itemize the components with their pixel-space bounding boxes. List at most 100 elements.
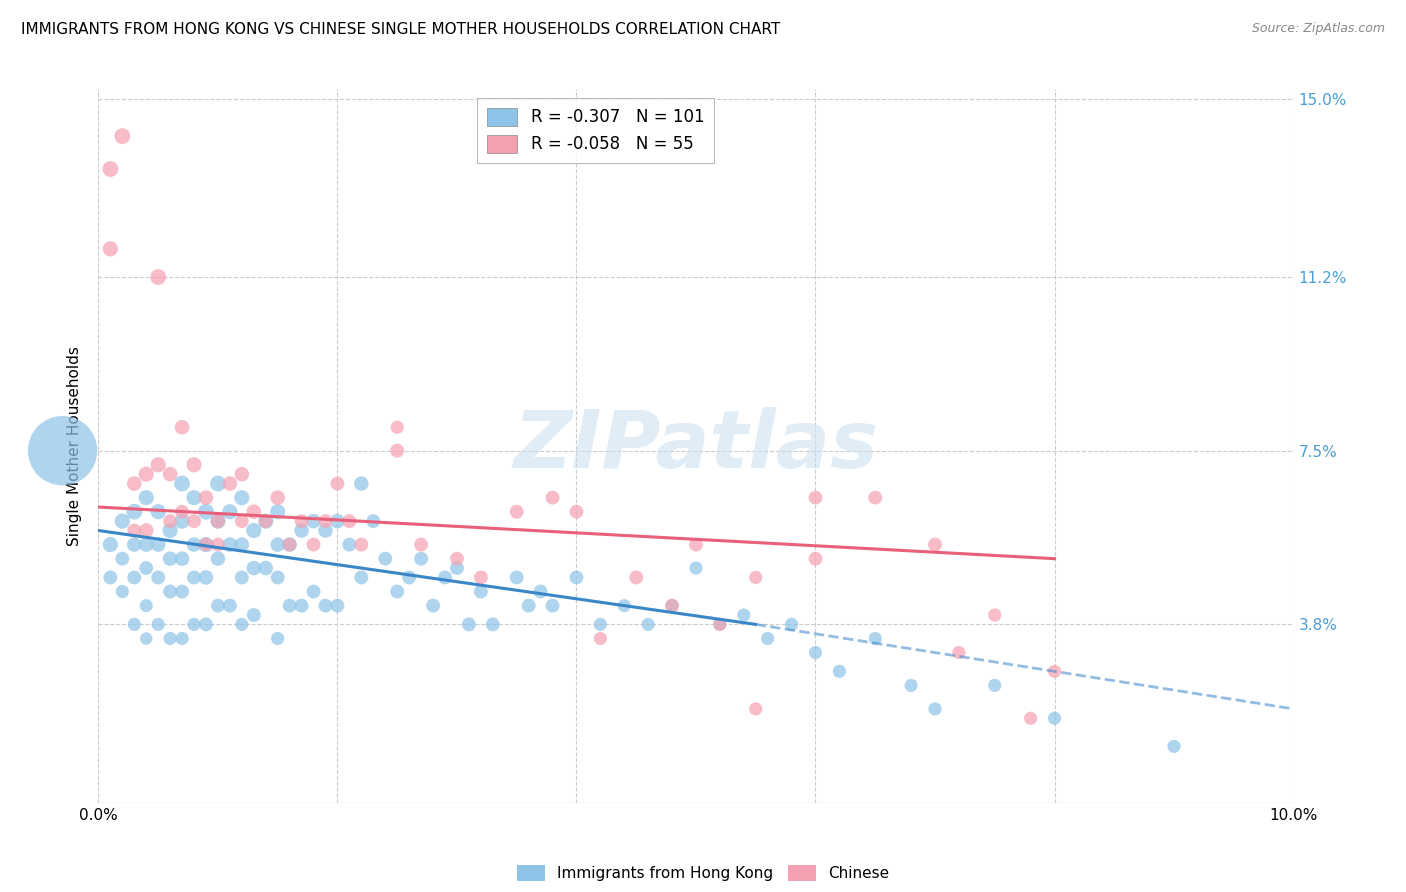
Point [207, 551, 229, 566]
Point [148, 270, 170, 285]
Point [626, 570, 648, 584]
Point [172, 584, 194, 599]
Y-axis label: Single Mother Households: Single Mother Households [67, 346, 83, 546]
Point [135, 599, 157, 613]
Point [207, 514, 229, 528]
Point [470, 584, 492, 599]
Point [124, 505, 146, 519]
Point [374, 551, 396, 566]
Point [231, 570, 253, 584]
Point [183, 538, 205, 552]
Point [267, 632, 290, 646]
Point [159, 584, 181, 599]
Point [685, 538, 707, 552]
Point [589, 617, 612, 632]
Point [506, 570, 529, 584]
Text: IMMIGRANTS FROM HONG KONG VS CHINESE SINGLE MOTHER HOUSEHOLDS CORRELATION CHART: IMMIGRANTS FROM HONG KONG VS CHINESE SIN… [21, 22, 780, 37]
Point [1019, 711, 1042, 725]
Point [267, 570, 290, 584]
Point [481, 617, 505, 632]
Point [948, 646, 970, 660]
Point [745, 570, 768, 584]
Point [267, 505, 290, 519]
Point [804, 491, 827, 505]
Text: Source: ZipAtlas.com: Source: ZipAtlas.com [1251, 22, 1385, 36]
Point [565, 570, 588, 584]
Point [183, 617, 205, 632]
Point [326, 514, 349, 528]
Point [828, 665, 851, 679]
Point [195, 570, 218, 584]
Point [385, 420, 409, 434]
Point [195, 538, 218, 552]
Point [350, 538, 373, 552]
Point [100, 570, 122, 584]
Point [148, 617, 170, 632]
Point [278, 599, 301, 613]
Point [159, 514, 181, 528]
Point [231, 538, 253, 552]
Point [350, 570, 373, 584]
Point [780, 617, 803, 632]
Point [100, 161, 122, 176]
Point [709, 617, 731, 632]
Point [613, 599, 636, 613]
Point [804, 646, 827, 660]
Point [183, 514, 205, 528]
Point [172, 551, 194, 566]
Point [195, 538, 218, 552]
Point [411, 538, 433, 552]
Point [148, 538, 170, 552]
Point [195, 505, 218, 519]
Text: ZIPatlas: ZIPatlas [513, 407, 879, 485]
Point [924, 538, 946, 552]
Point [219, 538, 242, 552]
Point [231, 514, 253, 528]
Point [1163, 739, 1185, 754]
Point [302, 538, 325, 552]
Point [243, 505, 266, 519]
Point [589, 632, 612, 646]
Point [183, 458, 205, 472]
Point [159, 551, 181, 566]
Point [302, 584, 325, 599]
Point [661, 599, 683, 613]
Point [267, 491, 290, 505]
Point [207, 538, 229, 552]
Point [385, 443, 409, 458]
Point [291, 514, 314, 528]
Point [195, 491, 218, 505]
Point [900, 678, 922, 692]
Point [172, 476, 194, 491]
Point [243, 524, 266, 538]
Point [326, 599, 349, 613]
Point [231, 467, 253, 482]
Point [470, 570, 492, 584]
Point [865, 632, 887, 646]
Point [733, 607, 755, 622]
Point [135, 538, 157, 552]
Point [506, 505, 529, 519]
Point [159, 467, 181, 482]
Point [111, 551, 134, 566]
Point [100, 242, 122, 256]
Point [52, 443, 75, 458]
Point [339, 514, 360, 528]
Point [148, 458, 170, 472]
Point [804, 551, 827, 566]
Point [124, 538, 146, 552]
Point [135, 467, 157, 482]
Point [135, 491, 157, 505]
Point [135, 524, 157, 538]
Point [541, 491, 564, 505]
Point [315, 514, 337, 528]
Point [446, 551, 468, 566]
Point [315, 599, 337, 613]
Point [434, 570, 457, 584]
Point [865, 491, 887, 505]
Point [1043, 711, 1066, 725]
Point [111, 584, 134, 599]
Point [422, 599, 444, 613]
Point [231, 491, 253, 505]
Point [398, 570, 420, 584]
